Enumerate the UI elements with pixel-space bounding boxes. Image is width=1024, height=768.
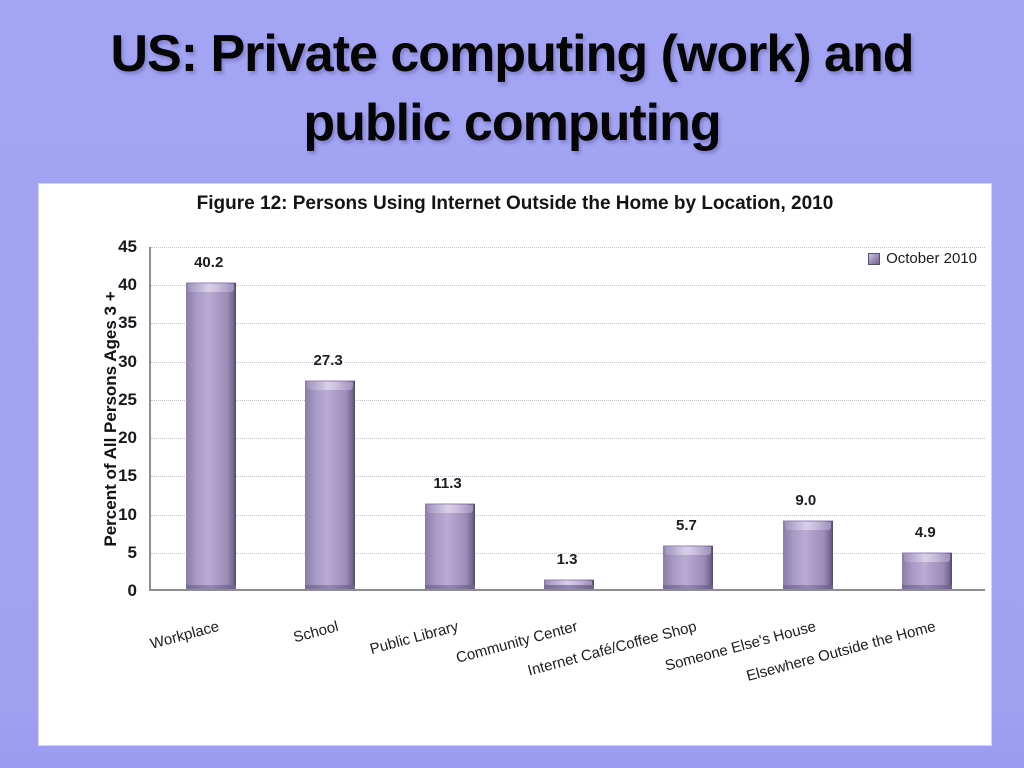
plot-area	[149, 247, 985, 591]
chart-panel: Figure 12: Persons Using Internet Outsid…	[38, 183, 992, 746]
gridline-10	[151, 514, 985, 516]
y-tick-label-20: 20	[118, 428, 137, 448]
gridline-20	[151, 438, 985, 440]
bar-0	[185, 281, 236, 590]
gridline-15	[151, 476, 985, 478]
slide-title-line-1: US: Private computing (work) and	[110, 25, 915, 83]
y-tick-label-40: 40	[118, 275, 137, 295]
bar-value-label-5: 9.0	[795, 492, 817, 510]
slide-title-line-2: public computing	[303, 93, 721, 152]
bar-6	[902, 551, 953, 590]
bar-4	[663, 545, 714, 589]
x-category-label-2: Public Library	[367, 618, 460, 658]
bar-value-label-1: 27.3	[313, 352, 343, 370]
legend-label: October 2010	[886, 250, 977, 267]
y-tick-label-30: 30	[118, 351, 137, 371]
y-tick-label-5: 5	[127, 542, 137, 562]
y-tick-label-10: 10	[118, 504, 137, 524]
bar-1	[305, 380, 356, 589]
gridline-35	[151, 323, 985, 325]
legend: October 2010	[868, 250, 977, 267]
gridline-5	[151, 552, 985, 554]
bar-value-label-3: 1.3	[556, 551, 578, 569]
y-tick-label-0: 0	[127, 581, 137, 600]
y-tick-label-15: 15	[118, 466, 137, 486]
y-tick-label-35: 35	[118, 313, 137, 333]
bar-value-label-2: 11.3	[433, 474, 462, 492]
gridline-45	[151, 247, 985, 248]
bar-5	[782, 520, 833, 589]
y-tick-label-25: 25	[118, 389, 137, 409]
x-category-label-0: Workplace	[148, 618, 222, 653]
bar-2	[424, 502, 475, 590]
legend-swatch-icon	[868, 252, 881, 265]
bar-value-label-6: 4.9	[914, 523, 936, 541]
slide-title: US: Private computing (work) and public …	[0, 20, 1024, 157]
x-category-label-1: School	[291, 618, 341, 647]
chart-title: Figure 12: Persons Using Internet Outsid…	[196, 193, 834, 214]
bar-3	[544, 579, 594, 589]
y-tick-label-45: 45	[118, 237, 137, 256]
bar-value-label-4: 5.7	[675, 517, 697, 535]
gridline-25	[151, 399, 985, 401]
gridline-30	[151, 361, 985, 363]
bar-value-label-0: 40.2	[194, 253, 224, 271]
gridline-40	[151, 285, 985, 287]
